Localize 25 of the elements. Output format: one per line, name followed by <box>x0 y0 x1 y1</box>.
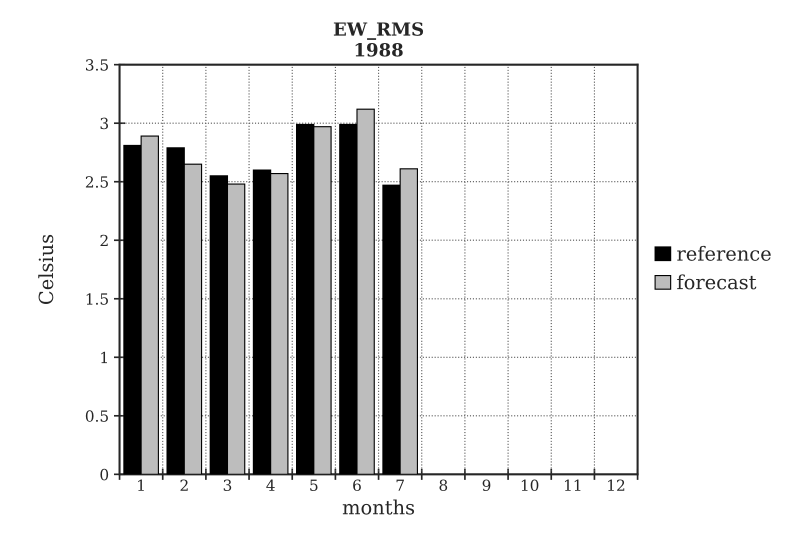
x-tick-label: 8 <box>439 479 448 492</box>
x-axis-title: months <box>342 500 414 515</box>
chart-title: EW_RMS 1988 <box>334 22 424 57</box>
x-tick-label: 7 <box>396 480 404 491</box>
x-tick-label: 12 <box>608 479 624 491</box>
x-tick-label: 4 <box>266 479 275 491</box>
y-tick-label: 1.5 <box>86 293 108 305</box>
y-tick-label: 0 <box>100 468 108 480</box>
x-tick-label: 6 <box>353 479 361 492</box>
x-tick-label: 5 <box>310 480 318 492</box>
y-tick-label: 2 <box>100 234 108 246</box>
x-tick-label: 2 <box>180 479 188 491</box>
y-axis-title: Celsius <box>38 234 54 304</box>
x-tick-label: 1 <box>138 479 144 491</box>
x-tick-label: 10 <box>522 479 538 492</box>
x-tick-label: 9 <box>482 479 490 492</box>
y-tick-label: 2.5 <box>86 176 108 188</box>
x-tick-label: 11 <box>564 479 580 491</box>
y-tick-label: 0.5 <box>86 410 108 422</box>
legend-label: forecast <box>677 274 756 290</box>
y-tick-label: 3.5 <box>86 59 108 71</box>
y-tick-label: 3 <box>100 118 108 130</box>
legend-label: reference <box>677 246 771 261</box>
y-tick-label: 1 <box>101 352 107 364</box>
x-tick-label: 3 <box>224 479 232 492</box>
